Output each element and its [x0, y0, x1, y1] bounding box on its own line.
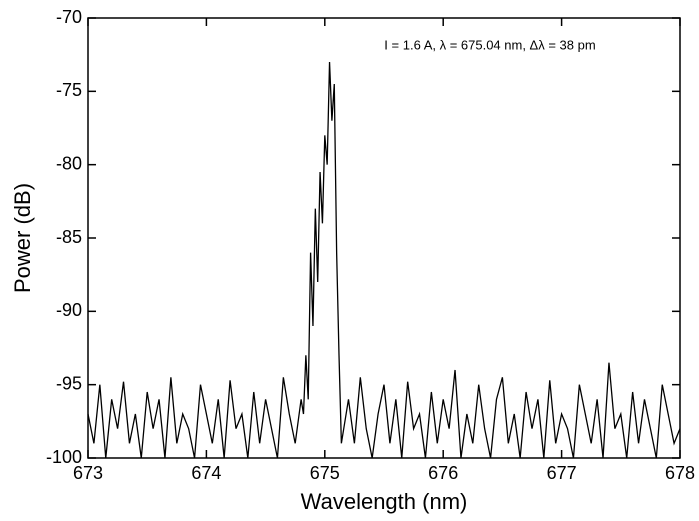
- x-tick-label: 674: [191, 463, 221, 483]
- x-axis-label: Wavelength (nm): [301, 489, 468, 514]
- x-tick-label: 678: [665, 463, 695, 483]
- spectrum-line: [87, 61, 681, 459]
- y-tick-label: -90: [56, 300, 82, 320]
- annotation: I = 1.6 A, λ = 675.04 nm, Δλ = 38 pm: [384, 37, 595, 52]
- y-tick-label: -85: [56, 227, 82, 247]
- y-axis-label: Power (dB): [10, 183, 35, 293]
- plot-frame: [87, 17, 681, 459]
- x-tick-label: 675: [310, 463, 340, 483]
- y-tick-label: -70: [56, 7, 82, 27]
- y-tick-label: -75: [56, 80, 82, 100]
- x-tick-label: 677: [547, 463, 577, 483]
- x-tick-label: 676: [428, 463, 458, 483]
- x-tick-label: 673: [73, 463, 103, 483]
- y-tick-label: -100: [46, 447, 82, 467]
- y-tick-label: -95: [56, 373, 82, 393]
- y-tick-label: -80: [56, 153, 82, 173]
